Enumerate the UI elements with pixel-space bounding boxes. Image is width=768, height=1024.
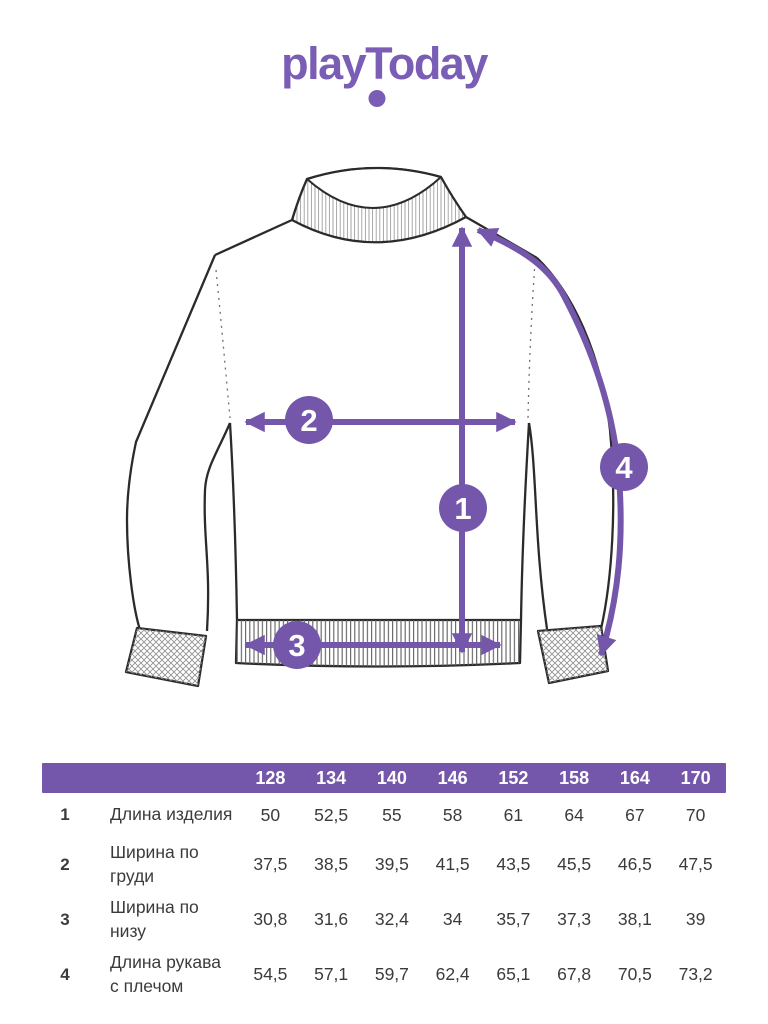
value-cell: 57,1 [314,964,349,984]
value-cell: 70 [685,804,706,825]
table-row: 4 Длина рукава с плечом 54,5 57,1 59,7 6… [42,947,726,1002]
marker-circle-1 [439,484,487,532]
value-cell: 67,8 [557,964,592,984]
value-cell: 34 [442,909,463,929]
value-cell: 38,1 [617,909,652,929]
value-cell: 32,4 [374,909,409,929]
armhole-seam-right [527,261,536,419]
brand-header: playToday [0,38,768,107]
size-header-cell: 128 [240,763,301,793]
sleeve-left-inner [203,422,232,632]
row-number: 2 [60,854,70,874]
body-left-edge [228,422,239,621]
cuff-right-ribbing [538,626,608,683]
body-right-edge [519,422,531,621]
table-row: 2 Ширина по груди 37,5 38,5 39,5 41,5 43… [42,837,726,892]
value-cell: 38,5 [314,854,349,874]
value-cell: 31,6 [314,909,349,929]
value-cell: 37,5 [253,854,288,874]
value-cell: 45,5 [557,854,592,874]
collar-outline [290,166,468,244]
value-cell: 61 [503,804,524,825]
value-cell: 37,3 [557,909,592,929]
value-cell: 47,5 [678,854,713,874]
row-number: 1 [60,805,70,824]
value-cell: 58 [442,804,463,825]
marker-label-4: 4 [615,450,633,485]
measure-markers: 1 2 3 4 [273,396,648,669]
logo-text-t: T [365,38,389,89]
row-label: Длина изделия [110,804,233,825]
size-header-cell: 158 [543,763,605,793]
value-cell: 39 [685,909,706,929]
marker-circle-2 [285,396,333,444]
value-cell: 65,1 [496,964,531,984]
row-label: Ширина по груди [110,841,199,886]
size-table: 128 134 140 146 152 158 164 170 1 Длина … [42,763,726,1002]
sleeve-right-inner [527,422,549,630]
value-cell: 70,5 [617,964,652,984]
value-cell: 35,7 [496,909,531,929]
value-cell: 50 [260,804,281,825]
shoulder-left [214,218,293,257]
size-header-cell: 146 [422,763,483,793]
value-cell: 43,5 [496,854,531,874]
brand-logo: playToday [281,38,489,107]
size-header-cell: 134 [300,763,362,793]
logo-text-play: play [281,38,367,89]
value-cell: 39,5 [374,854,409,874]
table-row: 1 Длина изделия 50 52,5 55 58 61 64 67 7… [42,793,726,837]
value-cell: 62,4 [435,964,470,984]
logo-dot [368,90,386,107]
header-spacer [42,763,88,793]
table-row: 3 Ширина по низу 30,8 31,6 32,4 34 35,7 … [42,892,726,947]
row-label: Ширина по низу [110,896,199,941]
value-cell: 46,5 [617,854,652,874]
logo-text-oday: oday [387,38,489,89]
armhole-seam-left [215,269,231,419]
row-number: 3 [60,909,70,929]
value-cell: 73,2 [678,964,713,984]
marker-circle-4 [600,443,648,491]
value-cell: 67 [625,804,645,825]
row-number: 4 [60,964,70,984]
value-cell: 41,5 [435,854,470,874]
size-header-cell: 164 [604,763,666,793]
marker-label-1: 1 [454,491,471,526]
cuff-left-ribbing [126,628,206,686]
size-header-cell: 152 [483,763,544,793]
sleeve-left-outer [125,254,217,634]
marker-label-3: 3 [288,628,305,663]
value-cell: 59,7 [374,964,409,984]
value-cell: 55 [382,804,402,825]
size-header-cell: 170 [665,763,726,793]
size-header-cell: 140 [361,763,423,793]
value-cell: 30,8 [253,909,288,929]
marker-label-2: 2 [300,403,317,438]
row-label: Длина рукава с плечом [110,951,221,996]
size-table-header: 128 134 140 146 152 158 164 170 [42,763,726,793]
arrow-sleeve-length [476,227,624,657]
sweater-outline [124,166,615,688]
value-cell: 52,5 [314,804,349,825]
value-cell: 64 [564,804,584,825]
marker-circle-3 [273,621,321,669]
value-cell: 54,5 [253,964,288,984]
header-spacer [88,763,240,793]
